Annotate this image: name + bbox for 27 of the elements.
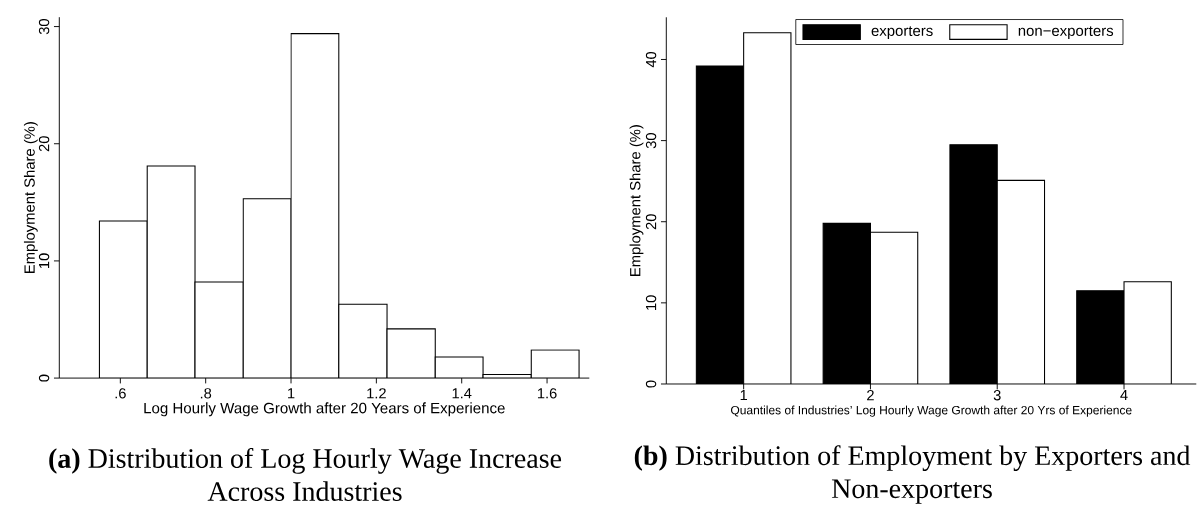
legend-label: exporters [871,26,933,39]
x-tick-label: 2 [867,390,874,401]
x-tick-label: .6 [115,388,126,399]
y-tick-label: 20 [38,136,50,152]
legend-label: non−exporters [1018,26,1114,39]
y-tick-label: 30 [645,133,657,149]
x-tick-label: .8 [200,388,212,399]
text: (a) Distribution of Log Hourly Wage Increase Across Industries [49,447,562,501]
y-tick-label: 10 [38,253,50,268]
x-tick-label: 4 [1120,390,1128,401]
x-tick-label: 1.6 [537,388,557,399]
y-tick-label: 30 [38,19,50,35]
y-axis-title: Employment Share (%) [23,122,38,273]
x-tick-label: 1.2 [367,388,386,399]
y-tick-label: 40 [645,51,657,68]
text: (b) Distribution of Employment by Exporters and Non-exporters [634,445,1191,504]
x-tick-label: 1 [740,390,748,401]
y-tick-label: 0 [38,374,50,382]
x-tick-label: 1 [288,388,295,399]
x-axis-title: Quantiles of Industries’ Log Hourly Wage Growth after 20 Yrs of Experience [730,405,1132,417]
y-tick-label: 10 [645,295,657,310]
x-axis-title: Log Hourly Wage Growth after 20 Years of Experience [144,402,505,417]
y-axis-title: Employment Share (%) [629,125,644,276]
y-tick-label: 0 [645,380,657,388]
x-tick-label: 3 [993,390,1001,401]
x-tick-label: 1.4 [452,388,472,399]
y-tick-label: 20 [645,214,657,230]
